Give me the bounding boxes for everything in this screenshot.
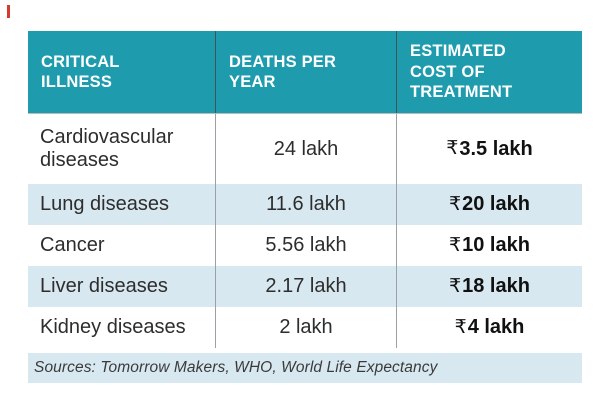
- cost-value: 10 lakh: [462, 234, 530, 256]
- cost-value: 3.5 lakh: [459, 137, 533, 160]
- deaths-cell: 11.6 lakh: [215, 184, 396, 225]
- cost-value: 4 lakh: [467, 316, 525, 338]
- table-row: Lung diseases 11.6 lakh ₹20 lakh: [28, 184, 582, 225]
- illness-cell: Liver diseases: [40, 275, 168, 297]
- rupee-symbol: ₹: [446, 138, 459, 160]
- rupee-symbol: ₹: [449, 275, 462, 297]
- deaths-cell: 24 lakh: [215, 114, 396, 184]
- table-row: Liver diseases 2.17 lakh ₹18 lakh: [28, 266, 582, 307]
- cost-value: 20 lakh: [462, 193, 530, 215]
- deaths-cell: 2 lakh: [215, 307, 396, 348]
- table-row: Kidney diseases 2 lakh ₹4 lakh: [28, 307, 582, 348]
- critical-illness-table: CRITICAL ILLNESS DEATHS PER YEAR ESTIMAT…: [28, 31, 582, 383]
- rupee-symbol: ₹: [449, 193, 462, 215]
- header-critical-illness: CRITICAL ILLNESS: [41, 52, 120, 91]
- cost-cell: ₹4 lakh: [396, 307, 582, 348]
- header-estimated-cost: ESTIMATED COST OF TREATMENT: [396, 31, 582, 113]
- source-note: Sources: Tomorrow Makers, WHO, World Lif…: [28, 353, 582, 383]
- table-row: Cancer 5.56 lakh ₹10 lakh: [28, 225, 582, 266]
- cost-cell: ₹10 lakh: [396, 225, 582, 266]
- cost-value: 18 lakh: [462, 275, 530, 297]
- table-body: Cardiovascular diseases 24 lakh ₹3.5 lak…: [28, 114, 582, 348]
- illness-cell: Cardiovascular diseases: [40, 126, 174, 171]
- illness-cell: Cancer: [40, 234, 105, 256]
- illness-cell: Kidney diseases: [40, 316, 186, 338]
- deaths-cell: 2.17 lakh: [215, 266, 396, 307]
- cost-cell: ₹20 lakh: [396, 184, 582, 225]
- table-header-row: CRITICAL ILLNESS DEATHS PER YEAR ESTIMAT…: [28, 31, 582, 114]
- cost-cell: ₹18 lakh: [396, 266, 582, 307]
- red-marker: [7, 5, 10, 18]
- rupee-symbol: ₹: [454, 316, 467, 338]
- header-deaths-per-year: DEATHS PER YEAR: [215, 31, 396, 113]
- illness-cell: Lung diseases: [40, 193, 169, 215]
- deaths-cell: 5.56 lakh: [215, 225, 396, 266]
- cost-cell: ₹3.5 lakh: [396, 114, 582, 184]
- rupee-symbol: ₹: [449, 234, 462, 256]
- table-row: Cardiovascular diseases 24 lakh ₹3.5 lak…: [28, 114, 582, 184]
